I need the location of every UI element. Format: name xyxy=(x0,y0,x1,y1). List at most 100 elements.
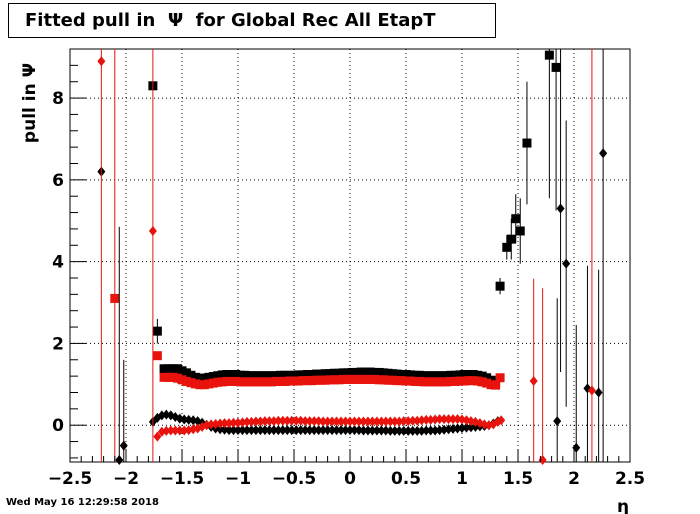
series-1 xyxy=(110,49,505,462)
data-point xyxy=(408,425,417,436)
data-point xyxy=(337,425,346,436)
data-point xyxy=(449,414,458,425)
y-tick-label: 4 xyxy=(52,253,64,273)
data-point xyxy=(466,422,475,433)
data-point xyxy=(115,454,124,465)
data-point xyxy=(444,424,453,435)
data-point xyxy=(453,414,462,425)
data-point xyxy=(562,258,571,269)
data-point xyxy=(265,416,274,427)
data-point xyxy=(346,425,354,436)
data-point xyxy=(529,376,538,387)
data-point xyxy=(180,414,189,425)
data-point xyxy=(211,418,220,429)
data-point xyxy=(381,425,390,436)
data-point xyxy=(440,424,449,435)
data-point xyxy=(305,416,314,427)
data-point xyxy=(399,425,408,436)
data-point xyxy=(332,416,341,427)
data-point xyxy=(175,425,184,436)
data-point xyxy=(506,234,516,244)
data-point xyxy=(511,214,521,224)
data-point xyxy=(395,416,404,427)
data-point xyxy=(278,415,287,426)
data-point xyxy=(408,415,417,426)
data-point xyxy=(292,415,301,426)
data-point xyxy=(274,415,283,426)
data-point xyxy=(301,425,310,436)
x-tick-label: −2.5 xyxy=(48,469,92,489)
data-point xyxy=(247,425,256,436)
data-point xyxy=(287,425,296,436)
data-point xyxy=(431,414,440,425)
x-tick-label: −2 xyxy=(113,469,139,489)
x-tick-label: 1.5 xyxy=(503,469,533,489)
data-point xyxy=(229,425,238,436)
data-point xyxy=(319,425,328,436)
data-point xyxy=(292,425,301,436)
data-point xyxy=(453,423,462,434)
data-point xyxy=(314,416,323,427)
data-point xyxy=(491,380,501,390)
data-point xyxy=(180,425,189,436)
data-point xyxy=(323,425,332,436)
series-2 xyxy=(97,49,608,465)
data-point xyxy=(278,425,287,436)
data-point xyxy=(435,414,444,425)
data-point xyxy=(234,417,242,428)
data-point xyxy=(346,416,354,427)
data-point xyxy=(97,56,106,67)
data-point xyxy=(283,415,292,426)
data-point xyxy=(247,416,256,427)
data-point xyxy=(444,414,453,425)
data-point xyxy=(319,416,328,427)
data-point xyxy=(323,416,332,427)
data-point xyxy=(337,416,346,427)
data-point xyxy=(363,416,372,427)
data-point xyxy=(269,416,278,427)
chart-title-box: Fitted pull in Ψ for Global Rec All Etap… xyxy=(8,3,496,38)
x-tick-label: −1.5 xyxy=(160,469,204,489)
data-point xyxy=(363,425,372,436)
data-point xyxy=(310,416,319,427)
data-point xyxy=(220,418,229,429)
y-tick-label: 8 xyxy=(52,89,64,109)
data-point xyxy=(119,440,128,451)
chart-title: Fitted pull in Ψ for Global Rec All Etap… xyxy=(25,10,436,31)
y-tick-label: 0 xyxy=(52,416,64,436)
data-point xyxy=(225,418,234,429)
x-tick-label: 1 xyxy=(456,469,468,489)
data-point xyxy=(207,419,216,430)
data-point xyxy=(166,425,175,436)
data-point xyxy=(260,416,269,427)
data-point xyxy=(354,416,363,427)
data-point xyxy=(413,415,422,426)
plot-frame xyxy=(69,48,631,463)
x-tick-label: −0.5 xyxy=(272,469,316,489)
data-point xyxy=(381,416,390,427)
data-point xyxy=(390,425,399,436)
data-point xyxy=(399,416,408,427)
data-point xyxy=(341,425,350,436)
data-point xyxy=(417,415,426,426)
data-point xyxy=(238,417,247,428)
data-point xyxy=(283,425,292,436)
data-point xyxy=(251,416,260,427)
data-point xyxy=(377,425,386,436)
data-point xyxy=(515,226,525,236)
data-point xyxy=(328,425,337,436)
data-point xyxy=(238,425,247,436)
data-point xyxy=(332,425,341,436)
data-point xyxy=(359,416,368,427)
data-point xyxy=(242,425,251,436)
x-tick-label: −1 xyxy=(225,469,251,489)
data-point xyxy=(225,425,234,436)
data-point xyxy=(184,414,193,425)
data-point xyxy=(110,293,120,303)
data-point xyxy=(260,425,269,436)
data-point xyxy=(153,431,162,442)
data-point xyxy=(599,148,608,159)
y-axis-title: pull in Ψ xyxy=(20,63,40,143)
data-point xyxy=(301,416,310,427)
